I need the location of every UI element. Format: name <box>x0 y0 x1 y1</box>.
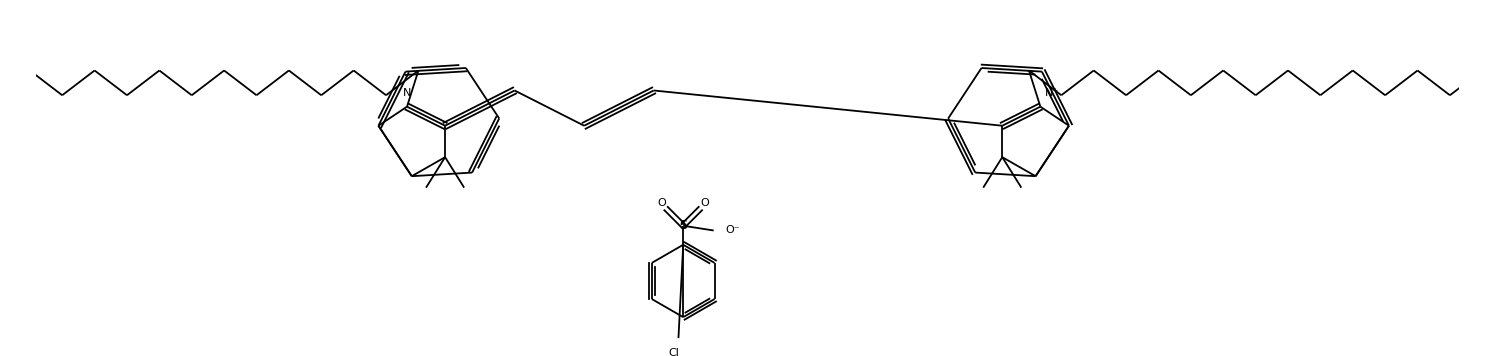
Text: N⁺: N⁺ <box>1045 88 1058 98</box>
Text: S: S <box>679 219 688 232</box>
Text: O⁻: O⁻ <box>725 225 740 235</box>
Text: Cl: Cl <box>668 348 679 356</box>
Text: O: O <box>656 198 665 208</box>
Text: N: N <box>402 88 411 98</box>
Text: O: O <box>701 198 710 208</box>
